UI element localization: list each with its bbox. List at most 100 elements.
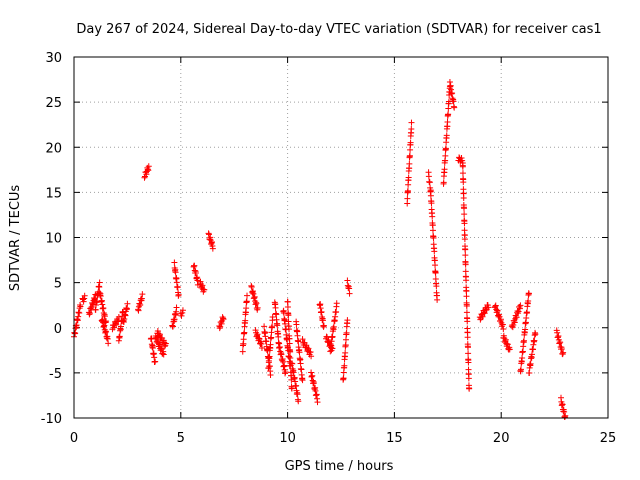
data-point — [258, 344, 265, 351]
data-point — [479, 313, 486, 320]
data-point — [461, 236, 468, 243]
data-point — [428, 200, 435, 207]
data-point — [463, 293, 470, 300]
data-point — [464, 344, 471, 351]
data-point — [73, 322, 80, 329]
data-point — [343, 329, 350, 336]
data-point — [284, 298, 291, 305]
data-point — [282, 326, 289, 333]
data-point — [81, 292, 88, 299]
data-point — [459, 170, 466, 177]
data-point — [115, 314, 122, 321]
data-point — [404, 195, 411, 202]
data-point — [464, 318, 471, 325]
data-point — [427, 187, 434, 194]
data-point — [265, 364, 272, 371]
data-point — [139, 291, 146, 298]
data-point — [172, 269, 179, 276]
data-point — [465, 375, 472, 382]
data-point — [429, 213, 436, 220]
data-point — [267, 372, 274, 379]
data-point — [521, 337, 528, 344]
data-point — [113, 321, 120, 328]
data-point — [330, 323, 337, 330]
grid-lines — [74, 57, 608, 418]
data-point — [451, 104, 458, 111]
data-point — [449, 90, 456, 97]
data-point — [406, 152, 413, 159]
x-tick-label: 15 — [386, 431, 403, 446]
data-point — [450, 98, 457, 105]
data-point — [406, 160, 413, 167]
data-point — [460, 179, 467, 186]
data-point — [463, 302, 470, 309]
data-point — [290, 369, 297, 376]
data-point — [240, 336, 247, 343]
data-point — [342, 349, 349, 356]
y-tick-label: 10 — [45, 232, 62, 247]
data-point — [287, 354, 294, 361]
y-tick-label: -5 — [49, 367, 62, 382]
data-point — [441, 166, 448, 173]
data-point — [327, 348, 334, 355]
data-point — [293, 321, 300, 328]
data-point — [156, 331, 163, 338]
data-point — [273, 311, 280, 318]
data-point — [278, 351, 285, 358]
data-point — [444, 119, 451, 126]
data-point — [506, 346, 513, 353]
data-point — [405, 174, 412, 181]
data-point — [148, 335, 155, 342]
data-point — [481, 310, 488, 317]
data-point — [408, 119, 415, 126]
data-point — [460, 194, 467, 201]
data-point — [269, 323, 276, 330]
data-point — [275, 333, 282, 340]
data-point — [297, 360, 304, 367]
y-tick-label: -10 — [41, 412, 62, 427]
data-point — [463, 277, 470, 284]
data-point — [333, 308, 340, 315]
data-point — [307, 349, 314, 356]
data-point — [560, 349, 567, 356]
y-tick-label: 15 — [45, 186, 62, 201]
data-point — [160, 348, 167, 355]
data-point — [308, 353, 315, 360]
data-point — [286, 340, 293, 347]
data-point — [346, 290, 353, 297]
data-point — [464, 334, 471, 341]
data-point — [443, 132, 450, 139]
data-point — [531, 337, 538, 344]
data-point — [500, 325, 507, 332]
data-point — [463, 288, 470, 295]
data-point — [408, 125, 415, 132]
data-point — [175, 291, 182, 298]
data-point — [274, 322, 281, 329]
x-axis-label: GPS time / hours — [285, 459, 394, 474]
data-point — [344, 317, 351, 324]
data-point — [485, 304, 492, 311]
data-point — [526, 369, 533, 376]
data-point — [295, 338, 302, 345]
data-point — [174, 284, 181, 291]
data-point — [466, 385, 473, 392]
data-point — [442, 145, 449, 152]
data-point — [529, 351, 536, 358]
data-point — [263, 338, 270, 345]
data-point — [294, 332, 301, 339]
data-point — [161, 343, 168, 350]
data-point — [158, 344, 165, 351]
data-point — [209, 245, 216, 252]
data-point — [268, 334, 275, 341]
data-point — [81, 295, 88, 302]
data-point — [267, 341, 274, 348]
data-point — [160, 351, 167, 358]
data-point — [525, 297, 532, 304]
y-axis-label: SDTVAR / TECUs — [8, 185, 23, 292]
data-point — [429, 222, 436, 229]
data-point — [295, 398, 302, 405]
y-tick-label: 0 — [54, 322, 62, 337]
data-point — [294, 391, 301, 398]
data-point — [442, 152, 449, 159]
data-point — [254, 304, 261, 311]
